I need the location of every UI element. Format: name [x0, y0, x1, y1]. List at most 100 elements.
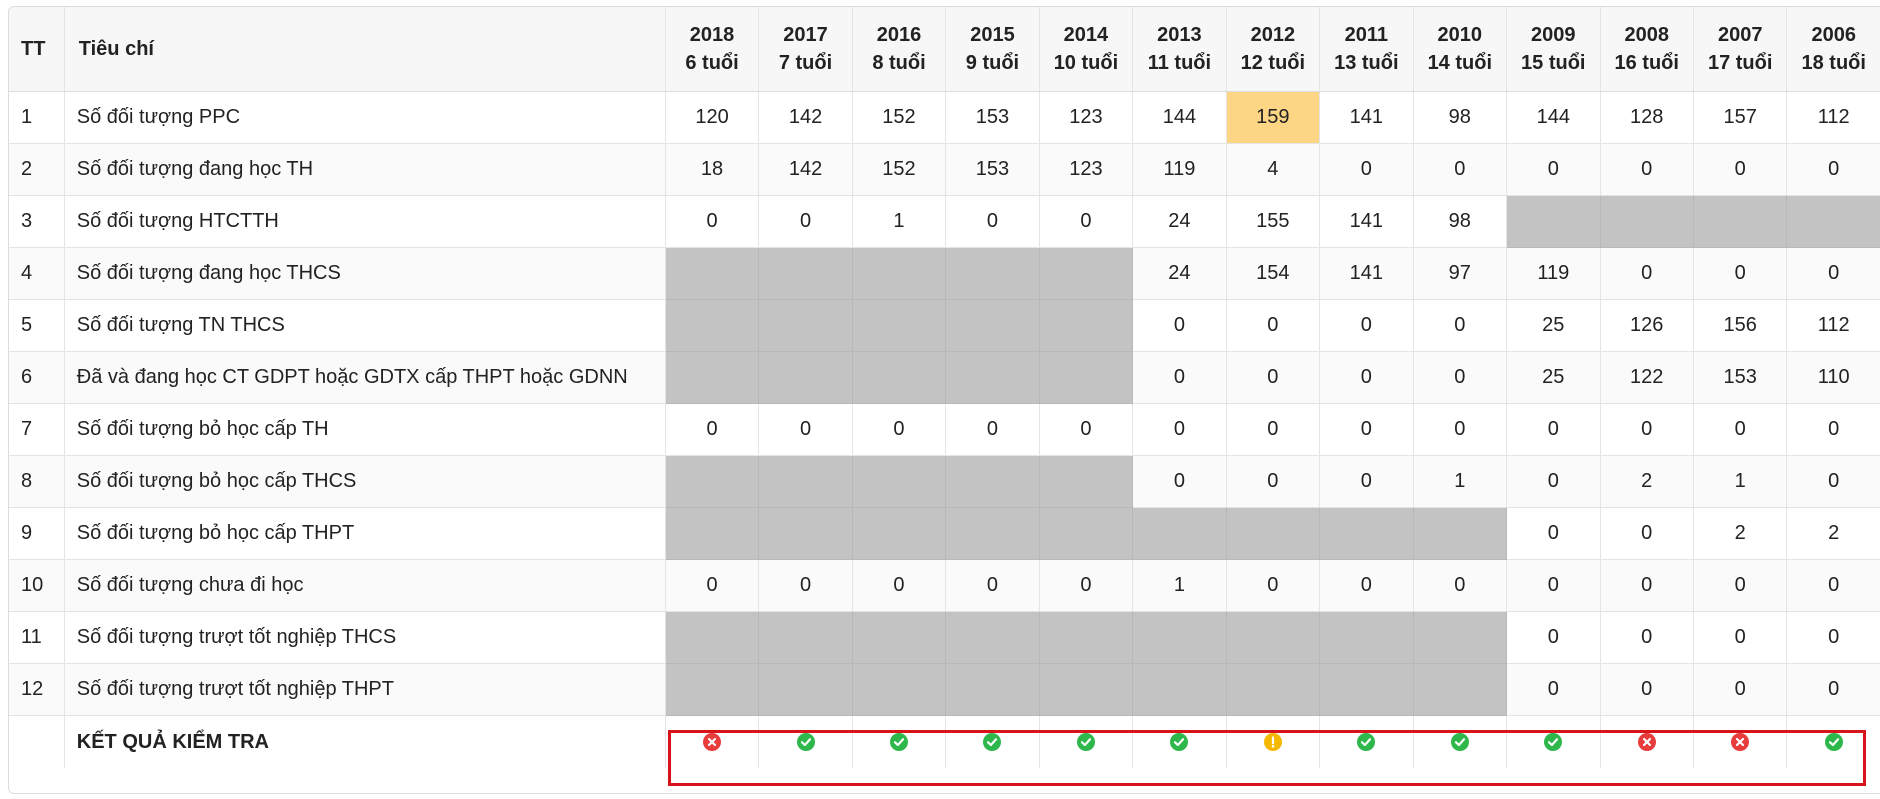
disabled-cell [1226, 663, 1321, 716]
disabled-cell [1226, 611, 1321, 664]
value-cell: 119 [1132, 143, 1227, 196]
disabled-cell [1039, 663, 1134, 716]
age-label: 10 tuổi [1053, 52, 1119, 74]
disabled-cell [945, 507, 1040, 560]
value-cell: 98 [1413, 195, 1508, 248]
value-cell: 0 [665, 195, 760, 248]
value-cell: 0 [1693, 143, 1788, 196]
year-label: 2008 [1624, 24, 1669, 46]
value-cell: 98 [1413, 91, 1508, 144]
value-cell: 153 [945, 91, 1040, 144]
row-number: 10 [9, 559, 65, 612]
check-circle-icon [983, 733, 1002, 752]
disabled-cell [1319, 507, 1414, 560]
table-row: 8 Số đối tượng bỏ học cấp THCS 0 0 0 1 0 2 1 0 [9, 455, 1880, 508]
age-label: 13 tuổi [1334, 52, 1399, 74]
disabled-cell [758, 611, 853, 664]
year-label: 2016 [876, 24, 922, 46]
value-cell: 0 [1413, 143, 1508, 196]
value-cell: 0 [1506, 663, 1601, 716]
value-cell: 126 [1600, 299, 1694, 352]
result-cell-2017 [758, 715, 853, 768]
value-cell: 0 [1693, 403, 1788, 456]
disabled-cell [758, 351, 853, 404]
table-row: 5 Số đối tượng TN THCS 0 0 0 0 25 126 156 112 [9, 299, 1880, 352]
disabled-cell [1413, 611, 1508, 664]
disabled-cell [1319, 611, 1414, 664]
value-cell: 24 [1132, 247, 1227, 300]
criteria-label: Số đối tượng đang học THCS [64, 247, 666, 300]
disabled-cell [852, 507, 947, 560]
disabled-cell [665, 299, 760, 352]
disabled-cell [1786, 195, 1880, 248]
value-cell: 0 [1693, 663, 1788, 716]
row-number: 1 [9, 91, 65, 144]
row-number: 4 [9, 247, 65, 300]
column-header-year-2007: 2007 17 tuổi [1693, 7, 1788, 92]
value-cell: 0 [1693, 247, 1788, 300]
value-cell: 0 [1226, 455, 1321, 508]
row-number: 7 [9, 403, 65, 456]
year-label: 2011 [1344, 24, 1389, 46]
value-cell: 123 [1039, 143, 1134, 196]
column-header-year-2015: 2015 9 tuổi [945, 7, 1040, 92]
criteria-label: Số đối tượng chưa đi học [64, 559, 666, 612]
value-cell: 2 [1600, 455, 1694, 508]
value-cell: 141 [1319, 195, 1414, 248]
value-cell: 0 [1600, 247, 1694, 300]
column-header-year-2011: 2011 13 tuổi [1319, 7, 1414, 92]
value-cell: 0 [1600, 143, 1694, 196]
criteria-table: TT Tiêu chí 2018 6 tuổi 2017 7 tuổi 2016 8 tu… [9, 7, 1880, 768]
result-cell-2010 [1413, 715, 1508, 768]
disabled-cell [758, 455, 853, 508]
column-header-year-2017: 2017 7 tuổi [758, 7, 853, 92]
value-cell: 1 [852, 195, 947, 248]
disabled-cell [852, 351, 947, 404]
value-cell: 0 [1693, 559, 1788, 612]
value-cell: 153 [1693, 351, 1788, 404]
value-cell: 0 [1413, 299, 1508, 352]
check-circle-icon [1076, 733, 1095, 752]
year-label: 2010 [1437, 24, 1483, 46]
disabled-cell [945, 351, 1040, 404]
value-cell: 157 [1693, 91, 1788, 144]
result-cell-2016 [852, 715, 947, 768]
value-cell: 123 [1039, 91, 1134, 144]
age-label: 9 tuổi [965, 52, 1020, 74]
value-cell: 0 [945, 195, 1040, 248]
value-cell: 97 [1413, 247, 1508, 300]
row-number: 5 [9, 299, 65, 352]
value-cell: 112 [1786, 91, 1880, 144]
value-cell: 144 [1506, 91, 1601, 144]
disabled-cell [1132, 663, 1227, 716]
result-cell-2008 [1600, 715, 1694, 768]
disabled-cell [1039, 299, 1134, 352]
column-header-tt: TT [9, 7, 65, 92]
value-cell: 25 [1506, 299, 1601, 352]
value-cell: 0 [1506, 611, 1601, 664]
result-cell-2018 [665, 715, 760, 768]
value-cell: 2 [1693, 507, 1788, 560]
value-cell: 0 [945, 559, 1040, 612]
year-label: 2018 [689, 24, 735, 46]
disabled-cell [758, 247, 853, 300]
disabled-cell [1413, 507, 1508, 560]
value-cell: 154 [1226, 247, 1321, 300]
table-row: 1 Số đối tượng PPC 120 142 152 153 123 144 159 14… [9, 91, 1880, 144]
value-cell: 0 [1413, 351, 1508, 404]
value-cell: 0 [1319, 559, 1414, 612]
value-cell: 0 [1506, 143, 1601, 196]
value-cell: 119 [1506, 247, 1601, 300]
year-label: 2017 [783, 24, 828, 46]
value-cell: 0 [1786, 403, 1880, 456]
column-header-criteria: Tiêu chí [64, 7, 666, 92]
disabled-cell [665, 455, 760, 508]
value-cell: 0 [758, 559, 853, 612]
criteria-label: Số đối tượng bỏ học cấp TH [64, 403, 666, 456]
value-cell: 0 [1786, 143, 1880, 196]
age-label: 15 tuổi [1521, 52, 1586, 74]
value-cell: 0 [1413, 559, 1508, 612]
year-label: 2013 [1157, 24, 1202, 46]
value-cell: 0 [1319, 299, 1414, 352]
value-cell: 141 [1319, 247, 1414, 300]
